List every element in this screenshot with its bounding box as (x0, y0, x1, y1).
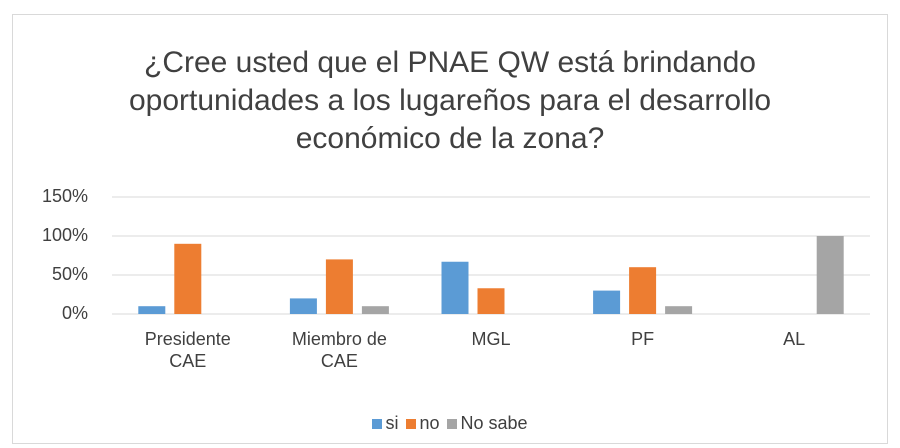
bar (361, 306, 389, 314)
legend-swatch (372, 419, 383, 429)
x-tick-label: MGL (471, 329, 511, 349)
chart-title: ¿Cree usted que el PNAE QW está brindand… (128, 46, 772, 155)
legend-swatch (447, 419, 458, 429)
legend: si no No sabe (0, 413, 900, 434)
bar (289, 298, 317, 314)
bar (441, 261, 469, 314)
y-tick-label: 150% (41, 186, 88, 206)
x-tick-label: Presidente CAE (144, 329, 231, 371)
x-tick-label: PF (631, 329, 655, 349)
y-tick-label: 0% (61, 303, 88, 323)
legend-item: no (406, 413, 439, 434)
bar (477, 288, 505, 314)
chart-frame (12, 14, 888, 444)
y-tick-label: 50% (51, 264, 88, 284)
legend-label: si (385, 413, 399, 433)
legend-swatch (406, 419, 417, 429)
legend-item: si (372, 413, 398, 434)
x-tick-label: AL (783, 329, 806, 349)
x-tick-label: Miembro de CAE (291, 329, 387, 371)
legend-label: No sabe (460, 413, 528, 433)
legend-label: no (419, 413, 440, 433)
bar (325, 259, 353, 314)
bar (138, 306, 166, 314)
y-tick-label: 100% (41, 225, 88, 245)
bar (174, 243, 202, 314)
legend-item: No sabe (447, 413, 528, 434)
bar (629, 267, 657, 314)
bar (593, 290, 621, 314)
bar (665, 306, 693, 314)
bar (816, 236, 844, 314)
